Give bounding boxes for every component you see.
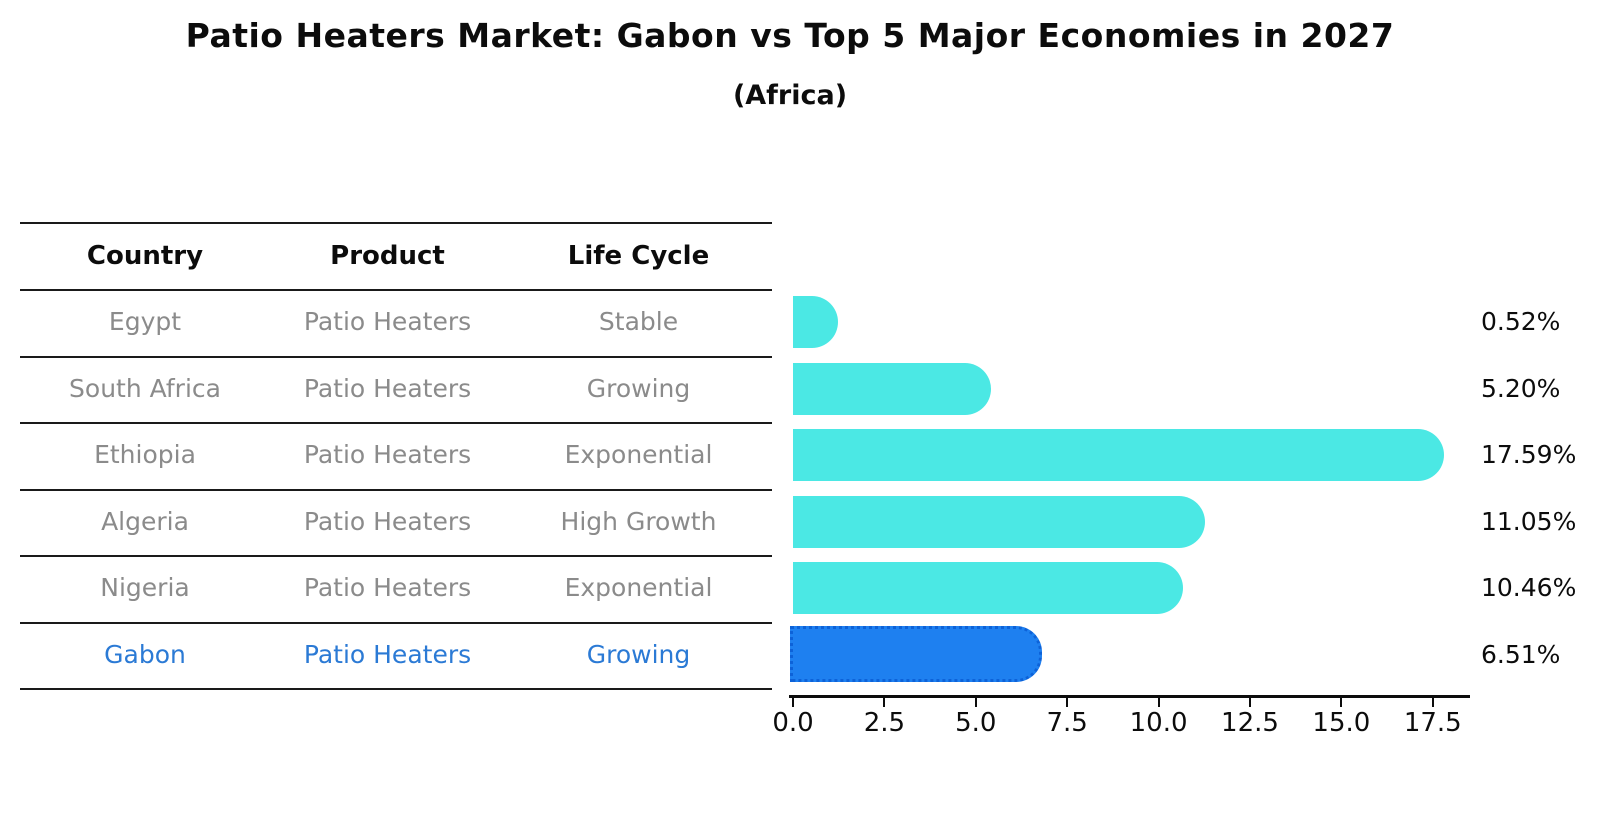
- x-tick-1: [883, 698, 886, 707]
- value-label-egypt: 0.52%: [1481, 307, 1561, 336]
- table-row-algeria: Algeria Patio Heaters High Growth: [20, 489, 772, 555]
- table-line: [20, 222, 772, 224]
- bar-nigeria: [793, 562, 1184, 614]
- x-axis-line: [789, 695, 1470, 698]
- x-tick-label-1: 2.5: [863, 708, 906, 738]
- table-line: [20, 289, 772, 291]
- table-line: [20, 555, 772, 557]
- x-tick-7: [1431, 698, 1434, 707]
- table-row-nigeria: Nigeria Patio Heaters Exponential: [20, 555, 772, 621]
- cell-country: Egypt: [108, 307, 182, 336]
- value-label-nigeria: 10.46%: [1481, 573, 1577, 602]
- cell-product: Patio Heaters: [303, 639, 472, 669]
- cell-life-cycle: Exponential: [564, 440, 713, 469]
- value-label-ethiopia: 17.59%: [1481, 440, 1577, 469]
- header-cell-country: Country: [86, 241, 204, 271]
- cell-life-cycle: Growing: [586, 639, 691, 669]
- bar-egypt: [793, 296, 838, 348]
- cell-life-cycle: Exponential: [564, 573, 713, 602]
- x-tick-label-3: 7.5: [1046, 708, 1088, 738]
- cell-country: Gabon: [104, 639, 186, 669]
- cell-country: Algeria: [101, 506, 189, 536]
- table-row-gabon: Gabon Patio Heaters Growing: [20, 622, 772, 688]
- x-tick-label-4: 10.0: [1129, 708, 1188, 738]
- value-label-algeria: 11.05%: [1481, 506, 1577, 536]
- x-tick-3: [1066, 698, 1069, 707]
- x-tick-6: [1340, 698, 1343, 707]
- cell-country: Ethiopia: [94, 440, 196, 469]
- table-line: [20, 422, 772, 424]
- cell-product: Patio Heaters: [303, 307, 472, 336]
- header-cell-product: Product: [330, 241, 445, 271]
- header-cell-life-cycle: Life Cycle: [567, 241, 710, 271]
- cell-life-cycle: High Growth: [560, 506, 717, 536]
- x-tick-label-2: 5.0: [955, 708, 997, 738]
- table-row-south-africa: South Africa Patio Heaters Growing: [20, 356, 772, 422]
- table-header-row: Country Product Life Cycle: [20, 223, 772, 289]
- x-tick-0: [792, 698, 794, 707]
- bar-gabon: [790, 625, 1042, 682]
- value-label-south-africa: 5.20%: [1481, 373, 1561, 403]
- x-tick-label-5: 12.5: [1221, 708, 1279, 738]
- bar-south-africa: [793, 362, 992, 415]
- cell-country: Nigeria: [100, 573, 190, 602]
- page-subtitle: (Africa): [732, 80, 848, 111]
- cell-product: Patio Heaters: [303, 440, 472, 469]
- cell-country: South Africa: [69, 373, 221, 403]
- bar-algeria: [793, 495, 1205, 548]
- x-tick-5: [1248, 698, 1251, 707]
- bar-ethiopia: [793, 429, 1445, 481]
- x-tick-label-0: 0.0: [772, 708, 814, 738]
- table-row-egypt: Egypt Patio Heaters Stable: [20, 289, 772, 355]
- x-tick-4: [1157, 698, 1160, 707]
- cell-life-cycle: Growing: [586, 373, 691, 403]
- table-line: [20, 621, 772, 624]
- value-label-gabon: 6.51%: [1481, 639, 1561, 669]
- cell-product: Patio Heaters: [303, 573, 472, 602]
- x-tick-label-6: 15.0: [1312, 708, 1371, 738]
- table-line: [20, 355, 772, 358]
- table-line: [20, 488, 772, 491]
- x-tick-label-7: 17.5: [1403, 708, 1462, 738]
- table-line: [20, 688, 772, 690]
- page-title: Patio Heaters Market: Gabon vs Top 5 Maj…: [185, 16, 1395, 55]
- cell-life-cycle: Stable: [598, 307, 679, 336]
- x-tick-2: [974, 698, 977, 707]
- table-row-ethiopia: Ethiopia Patio Heaters Exponential: [20, 422, 772, 488]
- cell-product: Patio Heaters: [303, 506, 472, 536]
- cell-product: Patio Heaters: [303, 373, 472, 403]
